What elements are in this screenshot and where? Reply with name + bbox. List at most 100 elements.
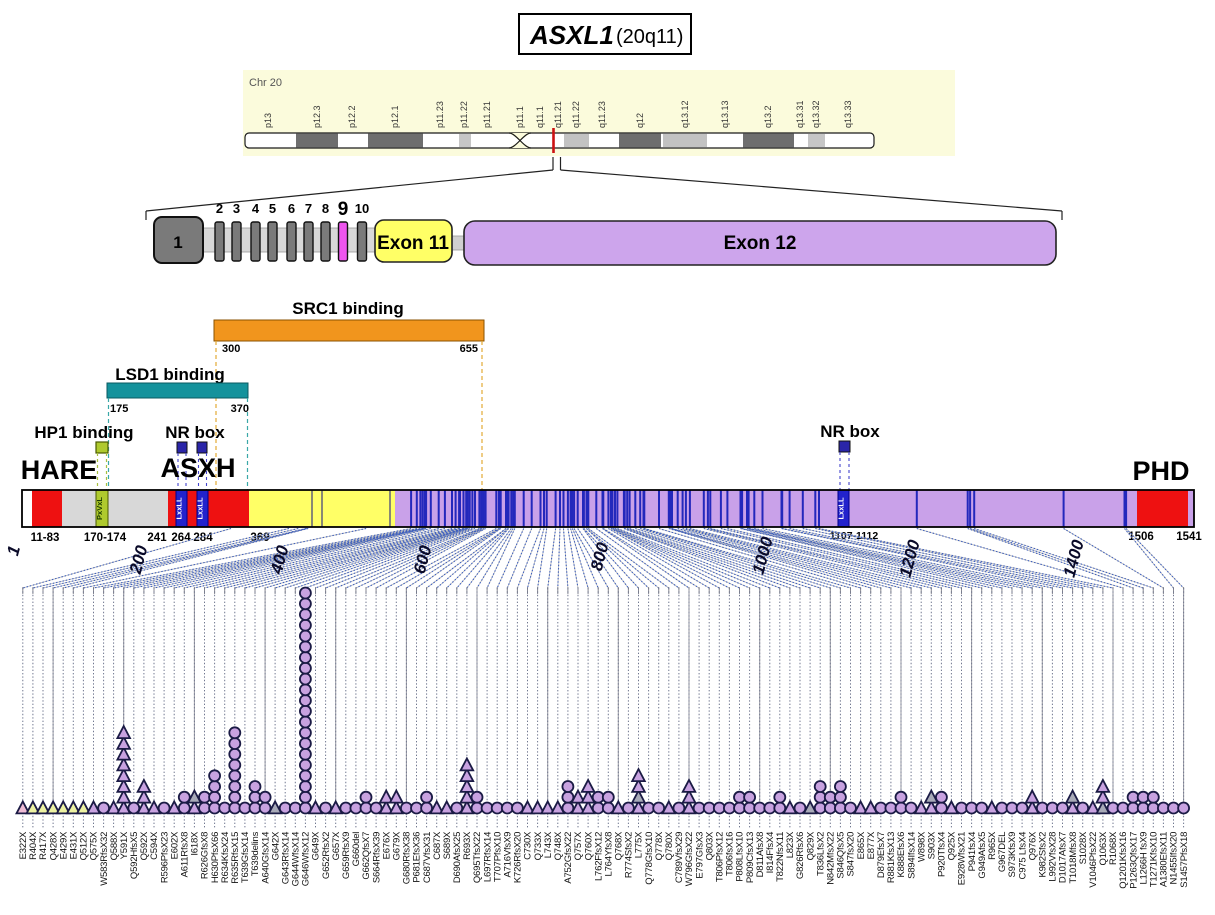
svg-text:V1046PfsX22: V1046PfsX22 [1088,832,1099,888]
svg-text:G659RfsX9: G659RfsX9 [341,832,352,879]
svg-text:E431X: E431X [69,831,80,859]
svg-text:E322X: E322X [18,831,29,859]
svg-text:G680RfsX38: G680RfsX38 [402,832,413,884]
svg-text:E797GfsX3: E797GfsX3 [694,832,705,879]
svg-text:5: 5 [269,201,276,216]
svg-text:L775X: L775X [634,831,645,858]
svg-text:655: 655 [460,343,478,355]
svg-text:Q748X: Q748X [553,831,564,860]
svg-text:241: 241 [147,532,167,544]
svg-text:p11.23: p11.23 [435,101,445,128]
svg-text:264: 264 [171,532,191,544]
svg-text:HP1 binding: HP1 binding [34,423,133,442]
svg-text:G967DEL: G967DEL [997,832,1008,872]
svg-text:8: 8 [322,201,329,216]
svg-text:Q695TfsX22: Q695TfsX22 [472,832,483,883]
svg-text:q11.23: q11.23 [597,101,607,128]
svg-text:E928WfsX21: E928WfsX21 [957,832,968,885]
svg-text:Q829X: Q829X [805,831,816,860]
svg-text:T822NfsX11: T822NfsX11 [775,832,786,882]
svg-text:200: 200 [126,543,152,577]
svg-text:E877X: E877X [866,831,877,859]
svg-text:LxxLL: LxxLL [196,497,205,520]
svg-text:C789VfsX29: C789VfsX29 [674,832,685,883]
svg-text:I618X: I618X [190,831,201,856]
svg-text:q13.13: q13.13 [720,100,730,128]
svg-text:Q803X: Q803X [704,831,715,860]
svg-text:Q575X: Q575X [89,831,100,860]
svg-text:S894IfsX14: S894IfsX14 [906,832,917,879]
svg-text:C687X: C687X [432,831,443,860]
svg-text:G826RfsX6: G826RfsX6 [795,832,806,879]
svg-text:W796GfsX22: W796GfsX22 [684,832,695,887]
svg-text:q13.2: q13.2 [763,105,773,128]
svg-text:W898X: W898X [916,831,927,862]
svg-text:175: 175 [110,403,128,415]
svg-text:S847fsX20: S847fsX20 [846,832,857,877]
svg-text:HARE: HARE [21,455,98,485]
svg-text:p13: p13 [263,113,273,128]
svg-text:R881KfsX13: R881KfsX13 [886,832,897,883]
svg-text:2: 2 [216,201,223,216]
svg-text:L743X: L743X [543,831,554,858]
svg-text:Q778GfsX10: Q778GfsX10 [644,832,655,885]
svg-text:D811AfsX8: D811AfsX8 [755,832,766,878]
svg-text:R626GfsX8: R626GfsX8 [200,832,211,879]
svg-text:L697RfsX14: L697RfsX14 [482,832,493,882]
svg-text:11-83: 11-83 [31,532,60,544]
svg-text:E602X: E602X [169,831,180,859]
svg-text:E676X: E676X [381,831,392,859]
svg-text:1: 1 [3,544,24,558]
svg-text:p11.22: p11.22 [459,101,469,128]
svg-text:L992VfsX28: L992VfsX28 [1048,832,1059,882]
svg-text:Q757X: Q757X [573,831,584,860]
svg-text:1541: 1541 [1176,531,1202,543]
svg-text:G949AfsX5: G949AfsX5 [977,832,988,879]
svg-text:W583RfsX32: W583RfsX32 [99,832,110,886]
svg-text:G644WfsX14: G644WfsX14 [291,832,302,887]
svg-text:G652RfsX2: G652RfsX2 [321,832,332,879]
svg-text:PHD: PHD [1132,456,1189,486]
svg-text:Q778X: Q778X [654,831,665,860]
svg-text:S846QfsX5: S846QfsX5 [836,832,847,879]
svg-text:SRC1 binding: SRC1 binding [292,299,403,318]
svg-text:Q588X: Q588X [109,831,120,860]
svg-text:Q780X: Q780X [664,831,675,860]
svg-text:R965X: R965X [987,831,998,860]
svg-text:Exon 12: Exon 12 [724,233,797,254]
svg-text:4: 4 [252,201,260,216]
svg-text:G660del: G660del [351,832,362,867]
svg-text:L764YfsX8: L764YfsX8 [604,832,615,877]
svg-text:1506: 1506 [1128,531,1154,543]
svg-text:1: 1 [173,233,182,252]
svg-text:T1018MfsX8: T1018MfsX8 [1068,832,1079,884]
svg-text:P941fsX4: P941fsX4 [967,832,978,872]
svg-text:p12.3: p12.3 [312,105,322,128]
svg-text:Q592X: Q592X [139,831,150,860]
svg-text:A640GfsX14: A640GfsX14 [260,832,271,884]
svg-text:600: 600 [410,543,436,576]
svg-text:R596PfsX23: R596PfsX23 [159,832,170,883]
svg-text:R404X: R404X [28,831,39,860]
svg-text:1400: 1400 [1060,537,1088,579]
svg-text:Q512X: Q512X [79,831,90,860]
svg-text:S903X: S903X [927,831,938,859]
svg-text:Q592HfsX5: Q592HfsX5 [129,832,140,879]
svg-text:D879EfsX7: D879EfsX7 [876,832,887,878]
svg-text:Q733X: Q733X [533,831,544,860]
svg-text:R417X: R417X [38,831,49,860]
svg-text:p12.2: p12.2 [347,105,357,128]
svg-text:T806fsX16: T806fsX16 [725,832,736,876]
svg-text:Q925X: Q925X [947,831,958,860]
svg-text:K982SfsX2: K982SfsX2 [1038,832,1049,878]
svg-text:(20q11): (20q11) [616,26,683,48]
svg-text:S973KfsX9: S973KfsX9 [1007,832,1018,878]
svg-text:7: 7 [305,201,312,216]
svg-text:E429X: E429X [58,831,69,859]
svg-text:G642X: G642X [270,831,281,860]
svg-text:C687VfsX31: C687VfsX31 [422,832,433,883]
svg-text:A1380EfsX11: A1380EfsX11 [1159,832,1170,887]
svg-text:T806PfsX12: T806PfsX12 [715,832,726,882]
svg-text:Exon 11: Exon 11 [377,233,449,254]
svg-text:D1017AfsX7: D1017AfsX7 [1058,832,1069,883]
